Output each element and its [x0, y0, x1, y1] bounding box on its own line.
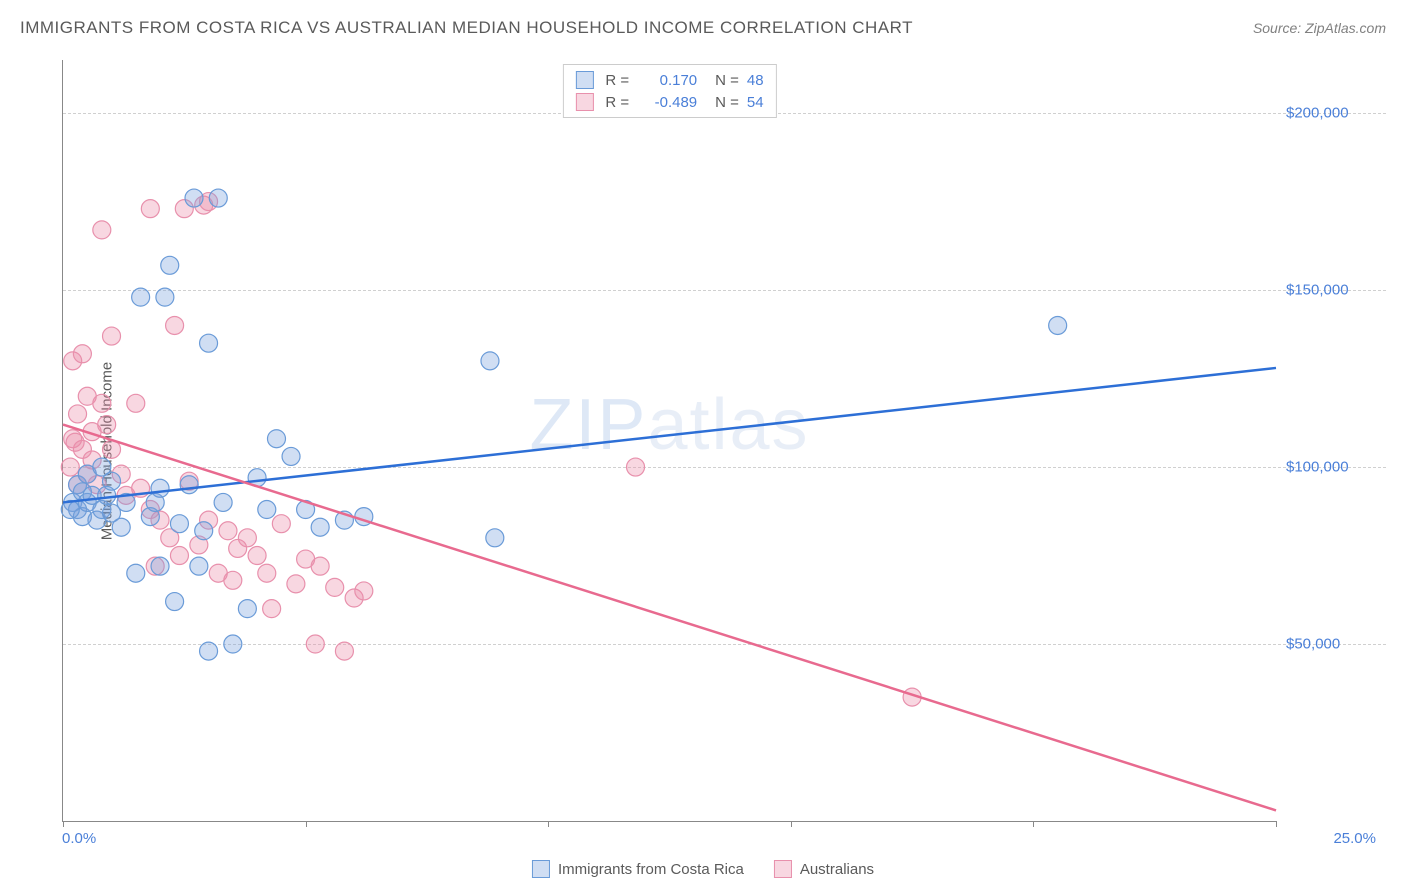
scatter-point [335, 642, 353, 660]
scatter-point [93, 394, 111, 412]
legend-n-value-2: 54 [747, 94, 764, 111]
legend-swatch-blue [532, 860, 550, 878]
legend-r-label: R = [605, 94, 629, 111]
scatter-point [282, 447, 300, 465]
scatter-point [66, 433, 84, 451]
y-tick-label: $150,000 [1286, 282, 1376, 299]
legend-correlation: R = 0.170 N = 48 R = -0.489 N = 54 [562, 64, 776, 118]
scatter-point [219, 522, 237, 540]
x-min-label: 0.0% [62, 830, 96, 847]
scatter-point [156, 288, 174, 306]
chart-container: Median Household Income ZIPatlas R = 0.1… [48, 60, 1386, 842]
x-tick [306, 821, 307, 827]
legend-swatch-pink [575, 93, 593, 111]
scatter-point [103, 472, 121, 490]
scatter-point [61, 458, 79, 476]
scatter-point [127, 564, 145, 582]
scatter-point [311, 518, 329, 536]
scatter-point [166, 593, 184, 611]
legend-label-1: Immigrants from Costa Rica [558, 861, 744, 878]
y-tick-label: $200,000 [1286, 105, 1376, 122]
legend-label-2: Australians [800, 861, 874, 878]
scatter-point [69, 405, 87, 423]
x-axis-labels: 0.0% 25.0% [62, 830, 1276, 850]
scatter-point [170, 547, 188, 565]
scatter-point [311, 557, 329, 575]
scatter-point [238, 529, 256, 547]
x-tick [1033, 821, 1034, 827]
scatter-point [132, 288, 150, 306]
scatter-point [326, 578, 344, 596]
scatter-point [190, 557, 208, 575]
scatter-point [224, 571, 242, 589]
scatter-point [151, 479, 169, 497]
scatter-point [209, 189, 227, 207]
y-tick-label: $100,000 [1286, 459, 1376, 476]
scatter-point [185, 189, 203, 207]
x-tick [63, 821, 64, 827]
y-tick-label: $50,000 [1286, 636, 1376, 653]
scatter-point [200, 334, 218, 352]
scatter-point [287, 575, 305, 593]
legend-r-value-2: -0.489 [637, 94, 697, 111]
scatter-point [73, 345, 91, 363]
scatter-point [258, 564, 276, 582]
scatter-point [166, 316, 184, 334]
scatter-point [263, 600, 281, 618]
scatter-point [306, 635, 324, 653]
legend-row-series-1: R = 0.170 N = 48 [575, 69, 763, 91]
legend-n-label: N = [715, 94, 739, 111]
scatter-point [224, 635, 242, 653]
x-tick [791, 821, 792, 827]
chart-title: IMMIGRANTS FROM COSTA RICA VS AUSTRALIAN… [20, 18, 913, 38]
scatter-point [170, 515, 188, 533]
legend-r-label: R = [605, 72, 629, 89]
scatter-point [180, 476, 198, 494]
scatter-point [1049, 316, 1067, 334]
scatter-point [103, 327, 121, 345]
scatter-point [98, 416, 116, 434]
legend-r-value-1: 0.170 [637, 72, 697, 89]
scatter-point [627, 458, 645, 476]
scatter-point [195, 522, 213, 540]
scatter-plot-svg [63, 60, 1276, 821]
legend-n-value-1: 48 [747, 72, 764, 89]
scatter-point [248, 547, 266, 565]
plot-area: ZIPatlas R = 0.170 N = 48 R = -0.489 N =… [62, 60, 1276, 822]
scatter-point [161, 256, 179, 274]
chart-source: Source: ZipAtlas.com [1253, 20, 1386, 36]
legend-item-australians: Australians [774, 860, 874, 878]
scatter-point [214, 493, 232, 511]
x-tick [1276, 821, 1277, 827]
scatter-point [272, 515, 290, 533]
scatter-point [267, 430, 285, 448]
legend-swatch-pink [774, 860, 792, 878]
scatter-point [481, 352, 499, 370]
scatter-point [200, 642, 218, 660]
scatter-point [355, 582, 373, 600]
legend-n-label: N = [715, 72, 739, 89]
scatter-point [151, 557, 169, 575]
legend-bottom: Immigrants from Costa Rica Australians [532, 860, 874, 878]
scatter-point [93, 221, 111, 239]
scatter-point [112, 518, 130, 536]
chart-header: IMMIGRANTS FROM COSTA RICA VS AUSTRALIAN… [20, 18, 1386, 38]
x-max-label: 25.0% [1333, 830, 1376, 847]
scatter-point [238, 600, 256, 618]
legend-item-costa-rica: Immigrants from Costa Rica [532, 860, 744, 878]
legend-swatch-blue [575, 71, 593, 89]
scatter-point [258, 501, 276, 519]
x-tick [548, 821, 549, 827]
scatter-point [141, 200, 159, 218]
scatter-point [127, 394, 145, 412]
legend-row-series-2: R = -0.489 N = 54 [575, 91, 763, 113]
scatter-point [486, 529, 504, 547]
